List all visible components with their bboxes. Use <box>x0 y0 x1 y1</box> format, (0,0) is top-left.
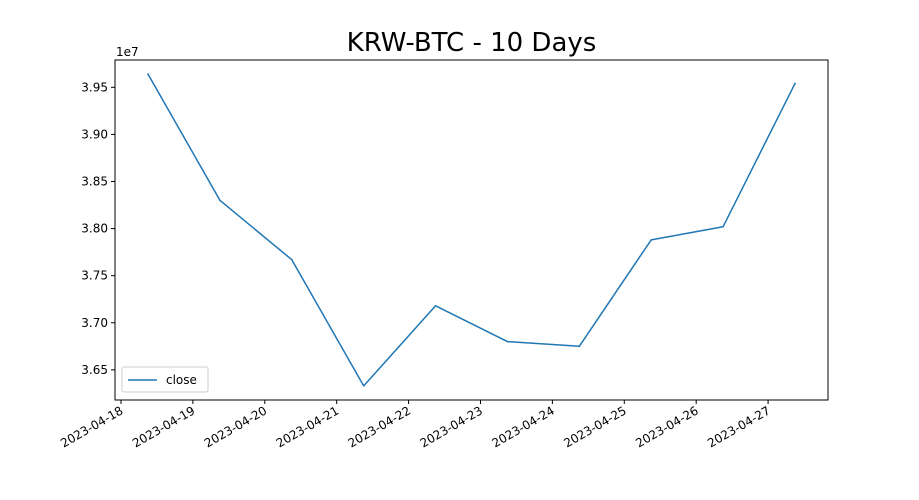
y-tick-label: 3.75 <box>81 269 108 283</box>
data-point <box>722 225 724 228</box>
data-point <box>506 340 509 343</box>
legend-label-close: close <box>166 373 197 387</box>
data-point <box>219 199 221 202</box>
y-axis: 3.65 3.70 3.75 3.80 3.85 3.90 3.95 <box>81 80 115 377</box>
data-point <box>434 305 437 307</box>
data-point <box>794 82 796 85</box>
y-tick-label: 3.85 <box>81 174 108 188</box>
y-tick-label: 3.70 <box>81 316 108 330</box>
legend-box <box>121 366 209 393</box>
data-point <box>362 385 365 387</box>
y-offset-label: 1e7 <box>116 45 139 59</box>
series-line-close <box>146 73 797 387</box>
data-point <box>147 73 149 75</box>
y-tick-label: 3.80 <box>81 222 108 236</box>
data-point <box>578 345 581 348</box>
y-tick-label: 3.65 <box>81 363 108 377</box>
y-tick-label: 3.90 <box>81 127 108 141</box>
chart-title: KRW-BTC - 10 Days <box>347 28 597 58</box>
plot-area-frame <box>114 59 829 401</box>
legend: close <box>121 366 209 393</box>
data-point <box>650 239 652 241</box>
y-tick-label: 3.95 <box>81 80 108 94</box>
data-point <box>291 258 293 261</box>
